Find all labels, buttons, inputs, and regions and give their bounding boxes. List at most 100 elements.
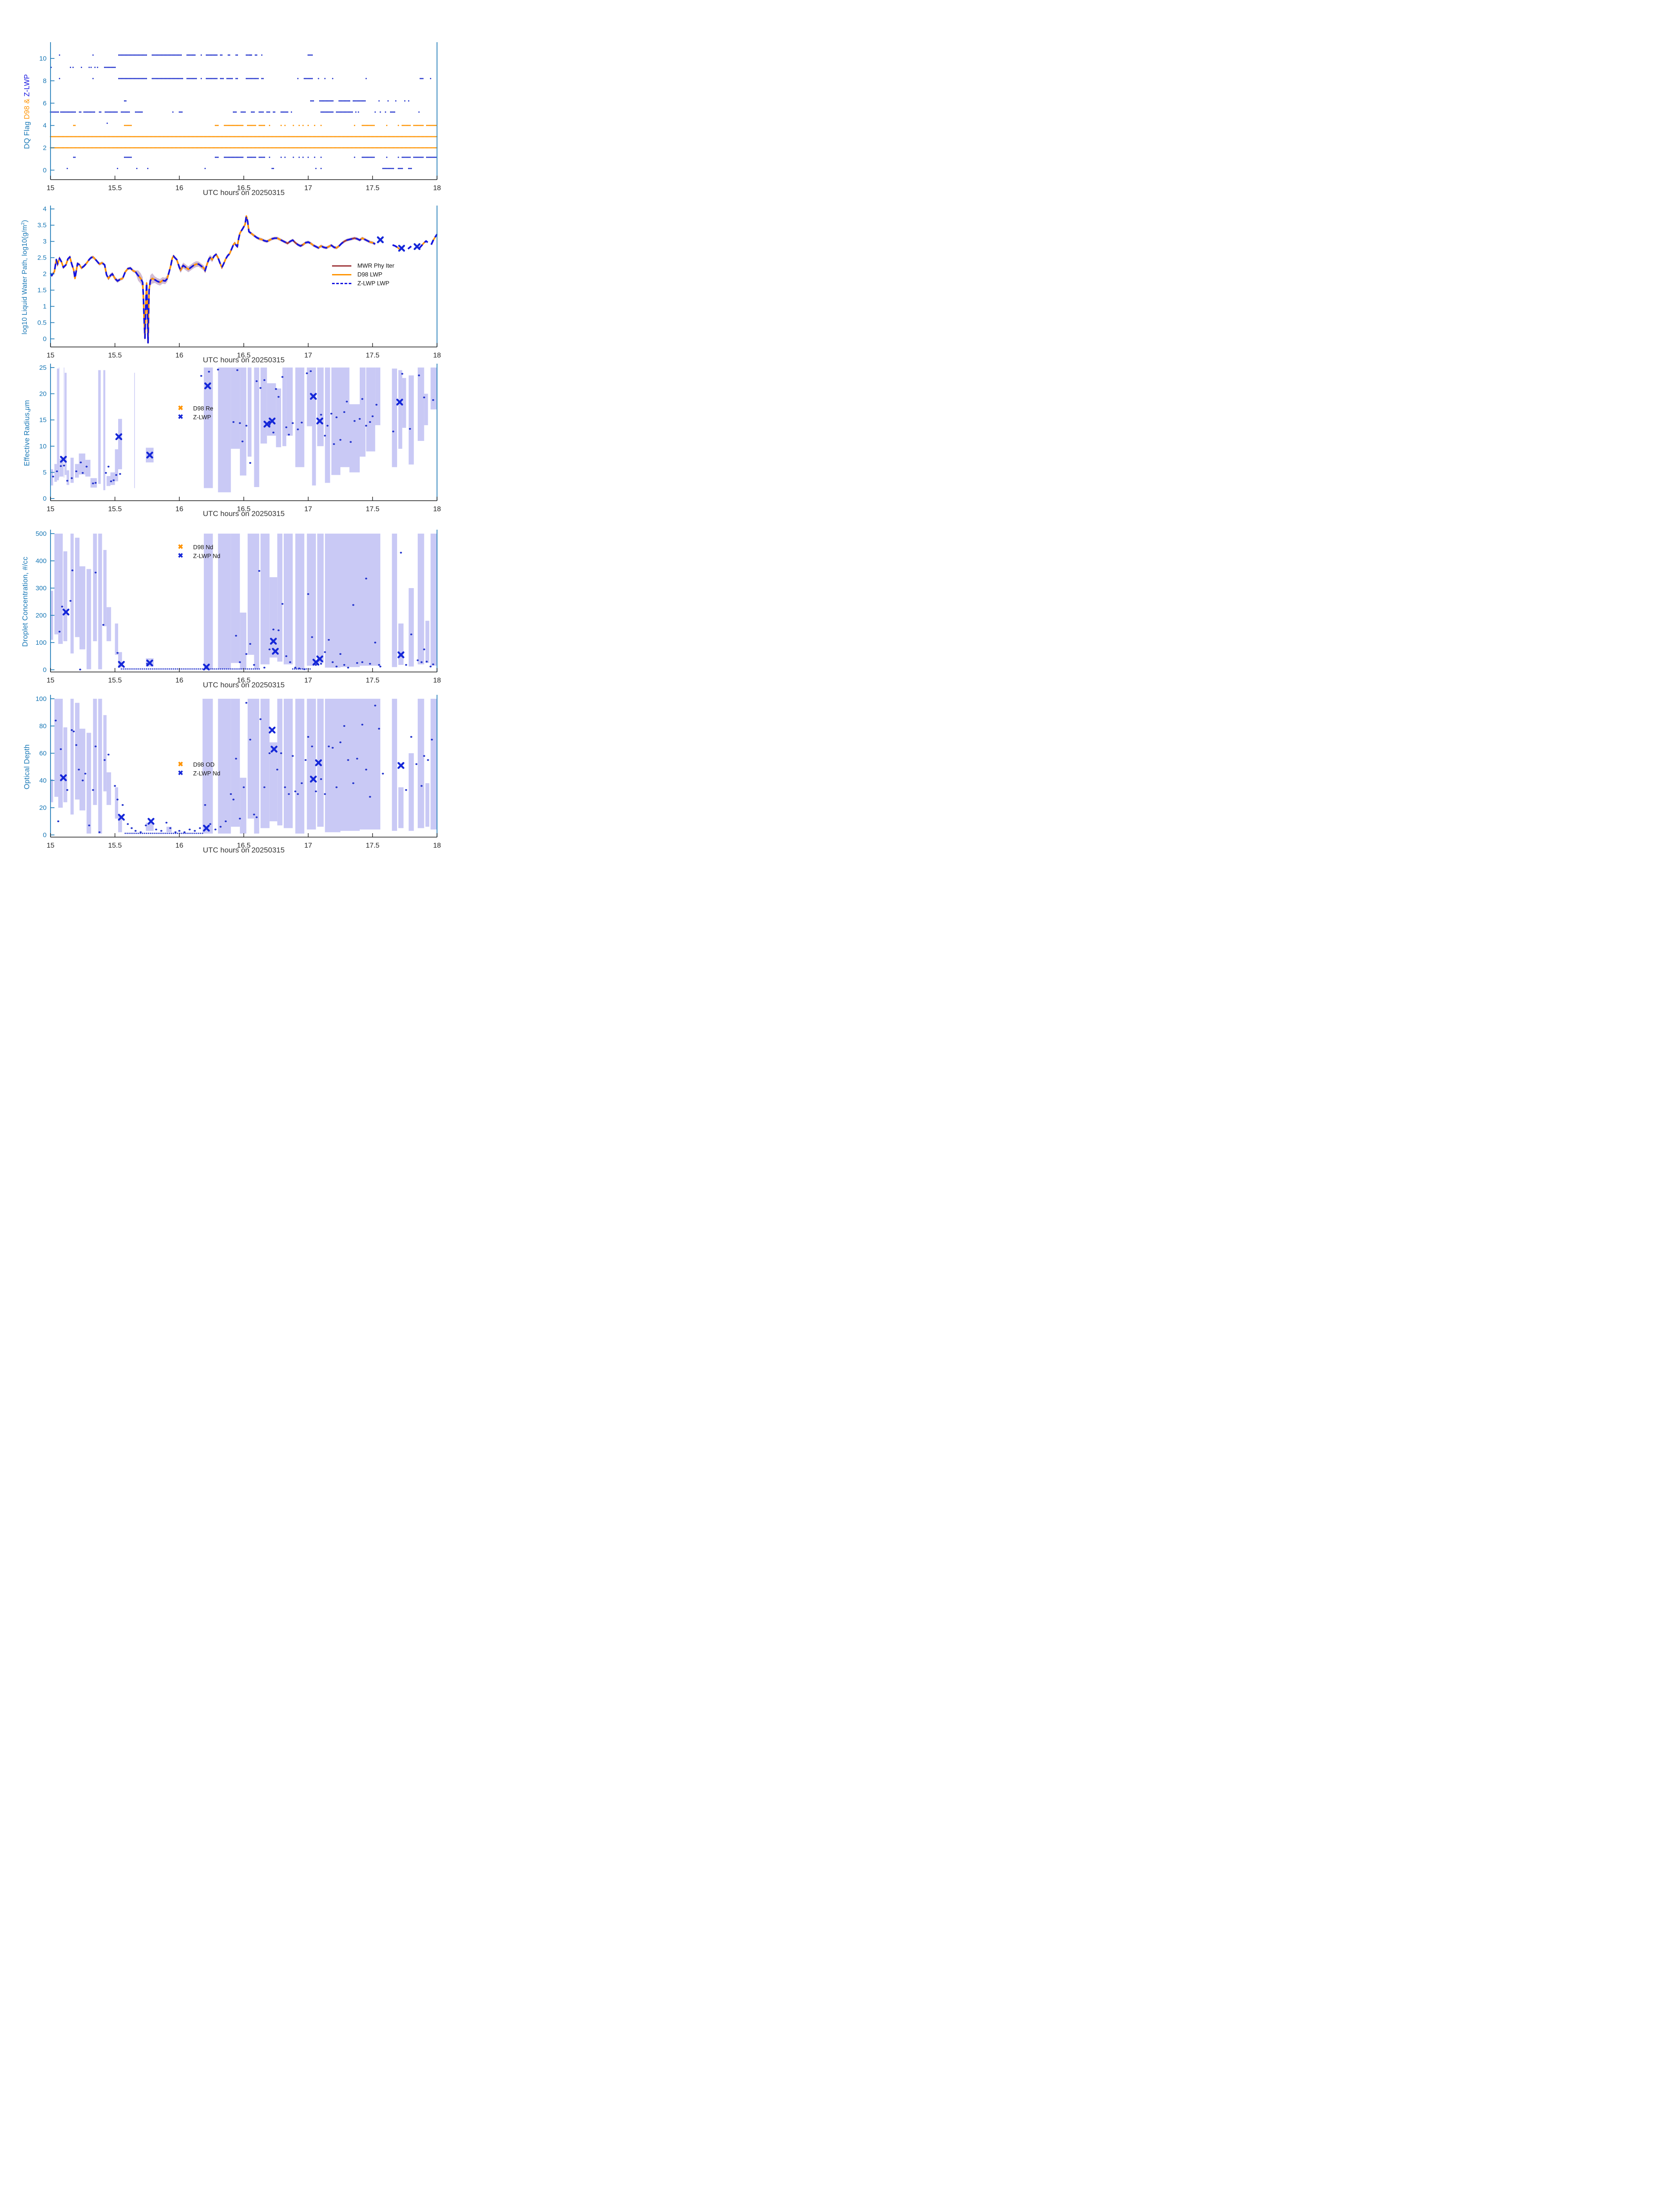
flag-dot [169,54,170,56]
flag-dot [151,147,152,149]
flag-dot [398,136,400,137]
mwr-line [50,216,376,343]
flag-dot [217,147,218,149]
flag-dot [409,125,411,126]
x-tick-label: 18 [433,352,441,359]
flag-dot [233,668,235,670]
flag-dot [126,147,128,149]
data-point [418,374,420,376]
flag-dot [435,125,437,126]
flag-dot [292,147,293,149]
data-point [343,664,346,666]
flag-dot [145,54,147,56]
flag-dot [64,111,65,113]
flag-dot [221,54,223,56]
flag-dot [73,147,75,149]
data-point [358,418,361,420]
flag-dot [305,78,307,79]
data-point [245,425,248,427]
ylabel-part: 2 [20,222,25,225]
flag-dot [395,100,397,102]
uncertainty-band [398,623,404,665]
data-point [379,665,382,668]
flag-dot [172,136,173,137]
flag-dot [237,156,238,158]
zlwp-lwp-line-segment [407,246,412,250]
flag-dot [223,147,225,149]
flag-dot [239,668,241,670]
uncertainty-band [106,772,111,805]
flag-dot [175,54,177,56]
flag-dot [98,147,100,149]
ylabel-part: DQ Flag [23,119,31,149]
y-tick-label: 200 [36,612,47,619]
data-point [275,388,277,390]
data-point [375,404,378,406]
flag-dot [400,168,402,170]
flag-dot [343,100,345,102]
data-point [296,793,299,795]
flag-dot [217,136,218,137]
legend-item-zlwp-re: ✖ Z-LWP [177,413,213,422]
flag-dot [170,54,172,56]
flag-dot [341,100,343,102]
flag-dot [111,111,113,113]
uncertainty-band [110,472,115,485]
flag-dot [208,78,210,79]
flag-dot [247,147,249,149]
zlwp-x-marker [146,451,153,459]
data-point [238,817,241,820]
y-tick-label: 0 [43,495,47,502]
flag-dot [432,125,434,126]
flag-dot [199,136,201,137]
flag-dot [315,136,317,137]
uncertainty-band [218,698,231,834]
flag-dot [192,832,194,834]
data-point [268,648,271,650]
flag-dot [243,136,245,137]
flag-dot [143,78,145,79]
uncertainty-band [325,533,340,668]
data-point [374,704,376,707]
flag-dot [194,78,196,79]
x-tick-label: 17 [304,842,312,849]
flag-dot [329,111,331,113]
flag-dot [122,136,124,137]
flag-dot [124,100,126,102]
flag-dot [255,136,257,137]
flag-dot [360,100,362,102]
flag-dot [251,156,253,158]
flag-dot [377,147,379,149]
flag-dot [354,156,355,158]
flag-dot [236,136,238,137]
flag-dot [85,136,87,137]
flag-dot [406,136,408,137]
flag-dot [249,147,251,149]
flag-dot [235,78,237,79]
data-point [130,827,133,829]
flag-dot [216,125,217,126]
uncertainty-band [283,533,293,665]
flag-dot [336,136,338,137]
flag-dot [253,78,255,79]
flag-dot [216,54,218,56]
flag-dot [303,78,305,79]
data-point [230,793,232,795]
flag-dot [293,136,295,137]
flag-dot [87,136,88,137]
d98-x-marker-icon: ✖ [177,543,184,551]
flag-dot [179,54,181,56]
y-tick-label: 1 [43,303,47,311]
flag-dot [104,136,105,137]
flag-dot [246,54,247,56]
flag-dot [273,136,275,137]
uncertainty-band [418,698,424,828]
uncertainty-band [58,698,63,808]
flag-dot [153,136,155,137]
data-point [339,741,342,744]
flag-dot [240,136,242,137]
flag-dot [130,78,131,79]
flag-dot [213,54,215,56]
flag-dot [387,147,389,149]
dq-flag-ylabel: DQ Flag D98 & Z-LWP [23,74,32,149]
